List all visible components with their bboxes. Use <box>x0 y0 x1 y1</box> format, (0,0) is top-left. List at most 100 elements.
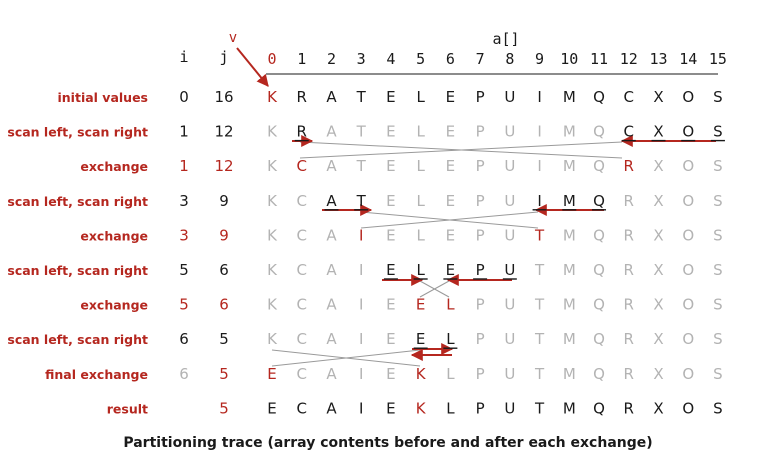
array-cell: R <box>624 330 634 348</box>
j-value: 12 <box>214 123 233 141</box>
array-cell: R <box>624 365 634 383</box>
array-cell: L <box>416 226 425 244</box>
array-cell: K <box>267 192 278 210</box>
array-cell: K <box>267 330 278 348</box>
array-cell: A <box>326 296 337 314</box>
array-label: a[] <box>492 30 519 48</box>
i-value: 3 <box>179 192 189 210</box>
index-label: 12 <box>620 50 638 68</box>
array-cell: E <box>386 157 395 175</box>
index-label: 11 <box>590 50 608 68</box>
index-label: 9 <box>535 50 544 68</box>
i-value: 1 <box>179 123 189 141</box>
array-cell: Q <box>593 226 605 244</box>
array-cell: O <box>682 399 694 417</box>
i-value: 1 <box>179 157 189 175</box>
array-cell: A <box>326 88 337 106</box>
exchange-line <box>419 280 450 298</box>
array-cell: R <box>624 192 634 210</box>
array-cell: L <box>446 330 455 348</box>
index-label: 15 <box>709 50 727 68</box>
array-cell: P <box>476 226 485 244</box>
caption: Partitioning trace (array contents befor… <box>123 435 652 451</box>
array-cell: T <box>356 123 367 141</box>
array-cell: E <box>446 192 455 210</box>
j-value: 5 <box>219 365 229 383</box>
exchange-lines <box>271 141 623 367</box>
exchange-line <box>299 141 623 159</box>
array-cell: E <box>386 226 395 244</box>
i-value: 3 <box>179 226 189 244</box>
array-cell: A <box>326 192 337 210</box>
array-cell: L <box>416 88 425 106</box>
array-cell: Q <box>593 192 605 210</box>
array-cell: R <box>624 296 634 314</box>
array-cell: O <box>682 226 694 244</box>
array-cell: T <box>356 157 367 175</box>
array-cell: S <box>713 330 723 348</box>
array-cell: K <box>267 88 278 106</box>
array-cell: A <box>326 261 337 279</box>
index-label: 0 <box>267 50 276 68</box>
array-cell: I <box>537 123 541 141</box>
array-cell: A <box>326 123 337 141</box>
index-row: 0 1 2 3 4 5 6 7 8 9 10 11 12 13 14 15 <box>267 50 726 68</box>
array-cell: C <box>624 123 634 141</box>
array-cell: T <box>534 399 545 417</box>
array-cell: K <box>416 365 427 383</box>
array-cell: K <box>267 123 278 141</box>
array-cell: A <box>326 157 337 175</box>
array-cell: M <box>563 192 576 210</box>
array-cell: P <box>476 88 485 106</box>
array-cell: C <box>296 399 306 417</box>
i-label: i <box>179 48 188 66</box>
array-cell: O <box>682 88 694 106</box>
array-cell: E <box>446 261 455 279</box>
array-cell: O <box>682 192 694 210</box>
array-cell: T <box>534 365 545 383</box>
array-cell: O <box>682 123 694 141</box>
array-cell: L <box>446 296 455 314</box>
j-value: 6 <box>219 296 229 314</box>
j-value: 6 <box>219 261 229 279</box>
array-cell: S <box>713 157 723 175</box>
array-cell: Q <box>593 88 605 106</box>
row-label: exchange <box>80 298 148 313</box>
index-label: 6 <box>446 50 455 68</box>
array-cell: P <box>476 365 485 383</box>
array-cell: U <box>504 226 515 244</box>
array-cell: P <box>476 157 485 175</box>
array-cell: E <box>386 261 395 279</box>
array-cell: T <box>356 88 367 106</box>
array-cell: S <box>713 399 723 417</box>
trace-row: exchange 1 12 K C A T E L E P U I M Q R X O S <box>80 157 722 175</box>
array-cell: E <box>386 192 395 210</box>
array-cell: I <box>359 261 363 279</box>
array-cell: M <box>563 365 576 383</box>
array-cell: X <box>653 157 663 175</box>
row-label: exchange <box>80 228 148 243</box>
i-value: 6 <box>179 330 189 348</box>
trace-row: exchange 5 6 K C A I E E L P U T M Q R X O S <box>80 296 722 314</box>
array-cell: L <box>416 261 425 279</box>
array-cell: E <box>446 123 455 141</box>
row-label: final exchange <box>45 367 148 382</box>
index-label: 5 <box>416 50 425 68</box>
array-cell: S <box>713 123 723 141</box>
array-cell: U <box>504 123 515 141</box>
array-cell: P <box>476 296 485 314</box>
array-cell: L <box>416 157 425 175</box>
array-cell: R <box>624 399 634 417</box>
array-cell: T <box>534 261 545 279</box>
array-cell: T <box>534 226 545 244</box>
row-label: exchange <box>80 159 148 174</box>
i-value: 5 <box>179 261 189 279</box>
array-cell: M <box>563 296 576 314</box>
array-cell: Q <box>593 365 605 383</box>
array-cell: Q <box>593 157 605 175</box>
array-cell: R <box>624 157 634 175</box>
j-value: 9 <box>219 192 229 210</box>
i-value: 5 <box>179 296 189 314</box>
array-cell: U <box>504 88 515 106</box>
array-cell: C <box>296 365 306 383</box>
